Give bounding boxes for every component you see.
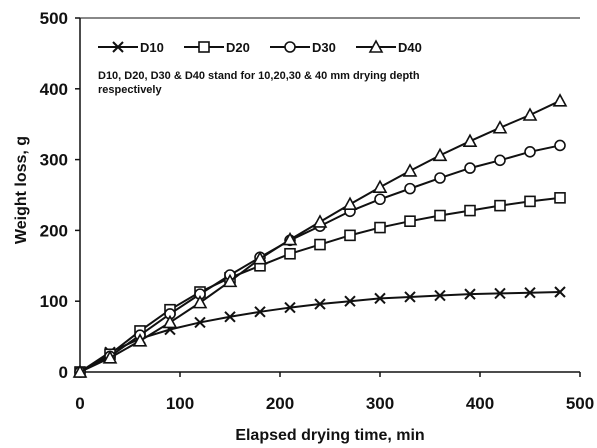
data-point-d40 [372, 179, 388, 194]
x-axis-title: Elapsed drying time, min [235, 427, 424, 444]
data-point-d20 [434, 209, 446, 222]
data-point-d40 [552, 93, 568, 107]
data-point-d10 [254, 306, 266, 318]
data-point-d10 [524, 286, 536, 299]
legend-marker-d20 [198, 41, 210, 53]
data-point-d20 [374, 221, 386, 234]
legend-label-d30: D30 [312, 40, 336, 55]
y-axis-ticks: 0 100 200 300 400 500 [40, 9, 80, 382]
series-layer [72, 93, 568, 378]
legend: D10 D20 D30 D40 [98, 39, 422, 55]
x-axis-ticks: 0 100 200 300 400 500 [75, 372, 594, 413]
legend-label-d10: D10 [140, 40, 164, 55]
data-point-d30 [374, 193, 386, 206]
x-tick-label: 0 [75, 394, 84, 413]
data-point-d30 [554, 139, 566, 152]
x-tick-label: 200 [266, 394, 294, 413]
x-tick-label: 100 [166, 394, 194, 413]
data-point-d20 [554, 192, 566, 204]
data-point-d40 [462, 133, 478, 147]
data-point-d10 [314, 298, 326, 310]
y-tick-label: 300 [40, 151, 68, 170]
data-point-d10 [434, 289, 446, 302]
data-point-d20 [314, 238, 326, 251]
data-point-d20 [494, 199, 506, 212]
data-point-d20 [464, 204, 476, 217]
data-point-d30 [464, 162, 476, 174]
data-point-d40 [522, 107, 538, 121]
data-point-d40 [252, 251, 268, 265]
data-point-d40 [132, 333, 148, 347]
data-point-d20 [344, 229, 356, 242]
legend-item-d40: D40 [356, 39, 422, 55]
data-point-d10 [224, 311, 236, 323]
series-line-d30 [79, 144, 561, 373]
data-point-d40 [162, 314, 178, 329]
legend-label-d40: D40 [398, 40, 422, 55]
series-line-d40 [79, 99, 561, 373]
data-point-d40 [402, 163, 418, 177]
data-point-d10 [404, 291, 416, 303]
data-point-d10 [344, 295, 356, 307]
legend-item-d20: D20 [184, 40, 250, 55]
data-point-d40 [492, 120, 508, 134]
x-tick-label: 400 [466, 394, 494, 413]
y-tick-label: 100 [40, 292, 68, 311]
data-point-d10 [374, 292, 386, 305]
data-point-d10 [554, 286, 566, 298]
data-point-d30 [524, 146, 536, 158]
data-point-d40 [102, 350, 118, 364]
data-point-d10 [494, 287, 506, 300]
y-tick-label: 200 [40, 221, 68, 240]
y-tick-label: 0 [59, 363, 68, 382]
data-point-d10 [284, 301, 296, 314]
data-point-d20 [524, 195, 536, 208]
legend-marker-d30 [284, 41, 296, 53]
data-point-d20 [404, 215, 416, 227]
legend-marker-d40 [368, 39, 384, 53]
data-point-d10 [464, 288, 476, 300]
y-tick-label: 400 [40, 80, 68, 99]
data-point-d40 [192, 294, 208, 309]
data-point-d40 [282, 231, 298, 246]
y-axis-title: Weight loss, g [13, 136, 30, 244]
legend-item-d10: D10 [98, 40, 164, 55]
y-tick-label: 500 [40, 9, 68, 28]
x-tick-label: 500 [566, 394, 594, 413]
series-d30 [74, 139, 566, 378]
annotation-line-1: D10, D20, D30 & D40 stand for 10,20,30 &… [98, 70, 420, 82]
data-point-d40 [432, 147, 448, 162]
legend-marker-d10 [112, 41, 124, 53]
data-point-d30 [404, 182, 416, 195]
data-point-d20 [284, 247, 296, 260]
data-point-d30 [434, 172, 446, 184]
data-point-d40 [342, 196, 358, 211]
annotation-line-2: respectively [98, 84, 162, 96]
data-point-d40 [312, 214, 328, 228]
legend-item-d30: D30 [270, 40, 336, 55]
data-point-d40 [222, 273, 238, 288]
legend-label-d20: D20 [226, 40, 250, 55]
data-point-d40 [72, 364, 88, 378]
series-d10 [74, 286, 566, 378]
series-d40 [72, 93, 568, 378]
x-tick-label: 300 [366, 394, 394, 413]
data-point-d10 [194, 316, 206, 329]
data-point-d30 [494, 154, 506, 167]
